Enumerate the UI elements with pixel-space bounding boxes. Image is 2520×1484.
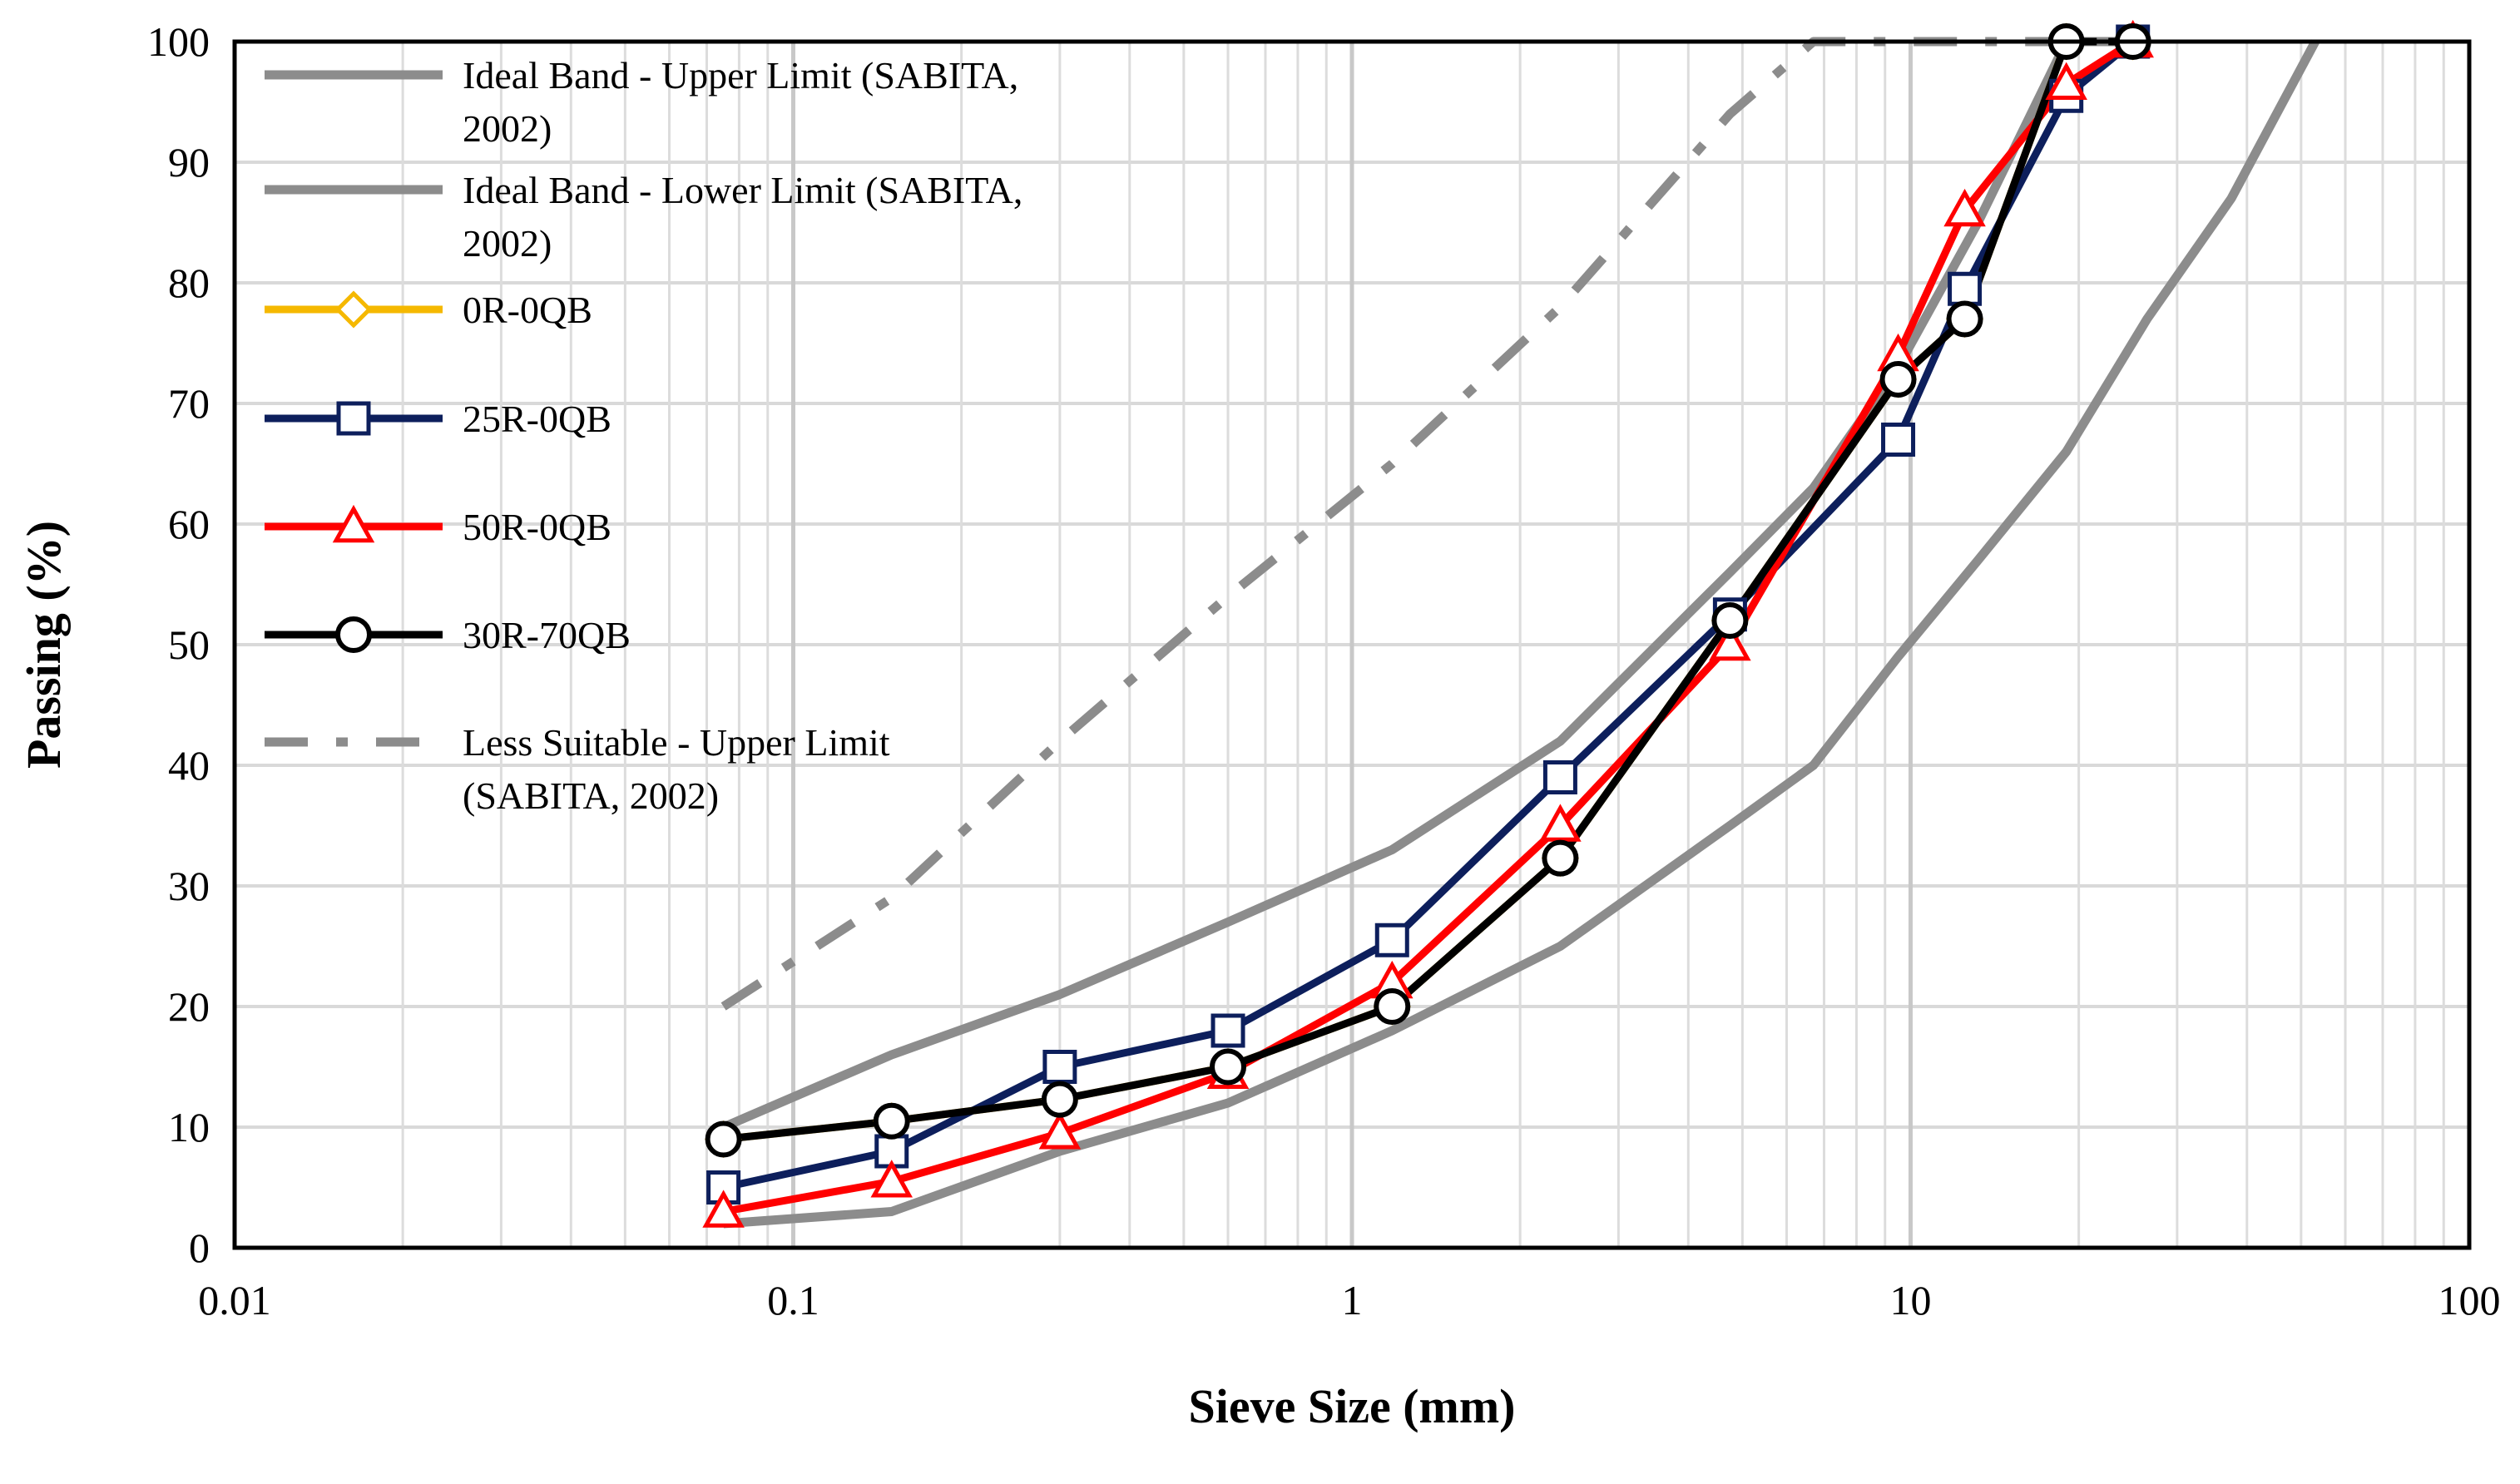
plot-frame xyxy=(232,39,2472,1250)
y-tick-label: 70 xyxy=(168,380,210,427)
legend-marker-3 xyxy=(336,401,371,436)
data-point-5 xyxy=(1542,839,1579,877)
series-line-1 xyxy=(723,39,2319,1229)
legend-marker-5 xyxy=(335,616,372,653)
data-point-5 xyxy=(1041,1081,1078,1118)
y-tick-label: 50 xyxy=(168,621,210,668)
data-point-5 xyxy=(1879,361,1917,398)
y-tick-label: 100 xyxy=(147,18,210,65)
y-tick-label: 10 xyxy=(168,1104,210,1150)
data-point-3 xyxy=(1881,423,1916,457)
axis-tick-labels: 0 10 20 30 40 50 60 70 80 90 100 0.01 0.1 1 10 100 xyxy=(147,18,2501,1323)
legend-label-6: Less Suitable - Upper Limit xyxy=(463,721,890,764)
data-point-5 xyxy=(1711,602,1749,639)
y-tick-label: 0 xyxy=(189,1224,210,1271)
legend-label-0: Ideal Band - Upper Limit (SABITA, xyxy=(463,54,1018,96)
legend-label-6: (SABITA, 2002) xyxy=(463,774,719,817)
y-axis-title: Passing (%) xyxy=(17,521,71,769)
data-point-5 xyxy=(705,1120,742,1158)
data-point-3 xyxy=(1374,923,1409,957)
x-tick-label: 1 xyxy=(1342,1277,1363,1323)
data-point-4 xyxy=(870,1160,913,1198)
data-point-4 xyxy=(702,1190,745,1228)
legend-label-4: 50R-0QB xyxy=(463,506,611,548)
data-point-5 xyxy=(1946,300,1983,338)
y-tick-label: 60 xyxy=(168,501,210,547)
y-tick-label: 80 xyxy=(168,260,210,306)
x-axis-title: Sieve Size (mm) xyxy=(1189,1379,1516,1433)
data-point-5 xyxy=(873,1102,910,1140)
data-point-4 xyxy=(2045,62,2087,101)
data-point-4 xyxy=(1038,1111,1082,1150)
legend-label-3: 25R-0QB xyxy=(463,398,611,440)
x-tick-label: 0.01 xyxy=(198,1277,271,1323)
x-tick-label: 100 xyxy=(2438,1277,2501,1323)
data-point-5 xyxy=(1374,988,1411,1025)
x-tick-label: 0.1 xyxy=(767,1277,819,1323)
data-point-3 xyxy=(1210,1013,1245,1048)
data-point-3 xyxy=(1042,1050,1077,1084)
x-tick-label: 10 xyxy=(1890,1277,1932,1323)
series-line-0 xyxy=(721,37,2147,1132)
data-point-4 xyxy=(1943,188,1986,227)
legend-marker-4 xyxy=(332,504,375,543)
legend: Ideal Band - Upper Limit (SABITA, 2002) Id… xyxy=(265,54,1022,817)
data-point-3 xyxy=(1542,760,1577,794)
y-tick-label: 20 xyxy=(168,983,210,1030)
series-markers xyxy=(702,19,2154,1228)
legend-label-2: 0R-0QB xyxy=(463,289,592,331)
y-tick-label: 30 xyxy=(168,863,210,909)
legend-label-1: Ideal Band - Lower Limit (SABITA, xyxy=(463,169,1022,211)
data-point-4 xyxy=(1539,804,1582,842)
legend-label-0: 2002) xyxy=(463,107,552,150)
legend-label-5: 30R-70QB xyxy=(463,614,631,656)
data-point-3 xyxy=(1948,271,1983,306)
y-tick-label: 90 xyxy=(168,139,210,186)
legend-label-1: 2002) xyxy=(463,222,552,265)
data-point-4 xyxy=(1709,622,1751,661)
y-tick-label: 40 xyxy=(168,742,210,789)
legend-marker-2 xyxy=(334,290,373,329)
data-point-5 xyxy=(1210,1048,1247,1086)
